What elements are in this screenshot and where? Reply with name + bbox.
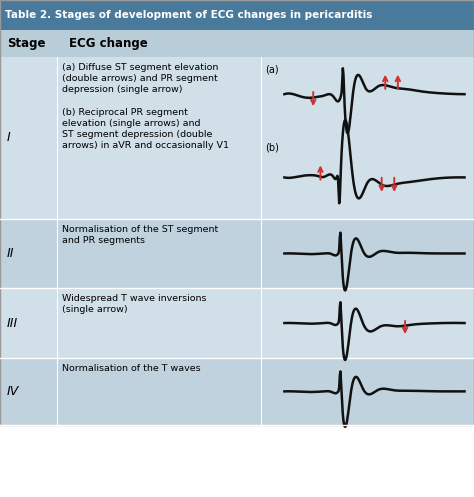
Text: Widespread T wave inversions
(single arrow): Widespread T wave inversions (single arr… [62, 294, 206, 314]
Bar [0, 288, 474, 358]
Text: II: II [7, 247, 15, 260]
Text: III: III [7, 317, 18, 330]
Text: (a): (a) [265, 65, 279, 75]
Text: IV: IV [7, 385, 19, 398]
Text: Table 2. Stages of development of ECG changes in pericarditis: Table 2. Stages of development of ECG ch… [5, 10, 372, 20]
Text: Normalisation of the ST segment
and PR segments: Normalisation of the ST segment and PR s… [62, 225, 218, 245]
Bar [0, 219, 474, 288]
Bar [0, 57, 474, 219]
Text: I: I [7, 131, 11, 145]
Bar [0, 0, 474, 30]
Text: (a) Diffuse ST segment elevation
(double arrows) and PR segment
depression (sing: (a) Diffuse ST segment elevation (double… [62, 63, 228, 150]
Bar [0, 358, 474, 425]
Text: Stage: Stage [7, 37, 46, 50]
Bar [0, 30, 474, 57]
Text: ECG change: ECG change [69, 37, 147, 50]
Bar [0, 0, 474, 425]
Text: Normalisation of the T waves: Normalisation of the T waves [62, 364, 200, 373]
Text: (b): (b) [265, 143, 279, 153]
